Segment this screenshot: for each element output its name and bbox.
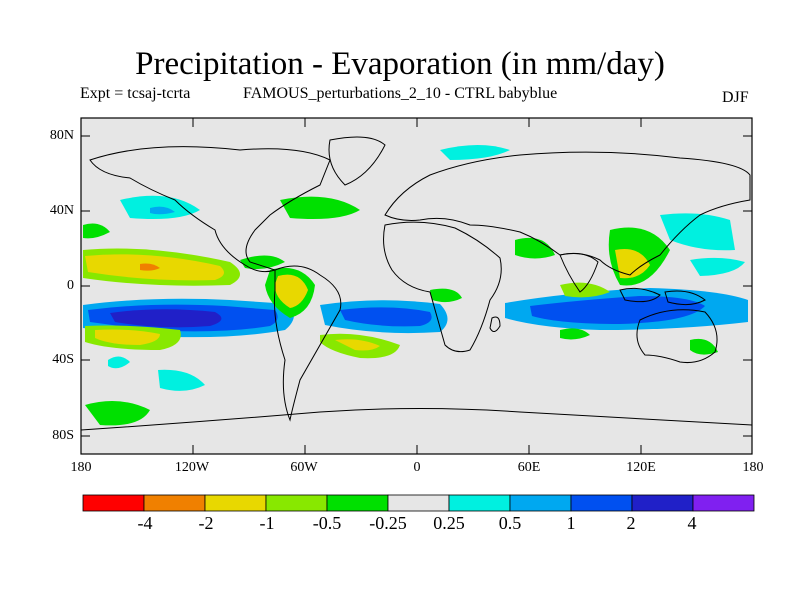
lat-label-0: 0 xyxy=(67,278,74,293)
colorbar-label: 0.5 xyxy=(498,513,522,533)
colorbar-swatch xyxy=(265,494,328,512)
contour-fill xyxy=(108,356,130,369)
precip-contours xyxy=(83,145,748,426)
colorbar xyxy=(82,494,755,512)
colorbar-label: 4 xyxy=(687,513,697,533)
lon-label-180w: 180 xyxy=(70,460,92,475)
colorbar-swatch xyxy=(326,494,389,512)
colorbar-label: 1 xyxy=(566,513,576,533)
lon-label-0: 0 xyxy=(413,460,421,475)
colorbar-swatch xyxy=(631,494,694,512)
continent-eurasia xyxy=(384,151,751,276)
lat-label-80s: 80S xyxy=(52,428,74,443)
contour-fill xyxy=(515,237,555,259)
colorbar-swatch xyxy=(509,494,572,512)
colorbar-swatch xyxy=(692,494,755,512)
contour-fill xyxy=(560,328,590,340)
lon-label-60e: 60E xyxy=(517,460,541,475)
colorbar-swatch xyxy=(82,494,145,512)
continent-africa xyxy=(383,221,502,353)
lon-label-120e: 120E xyxy=(626,460,656,475)
contour-fill xyxy=(340,307,432,327)
colorbar-label: -0.5 xyxy=(312,513,342,533)
lat-label-40s: 40S xyxy=(52,352,74,367)
contour-fill xyxy=(660,213,735,251)
colorbar-label: 2 xyxy=(626,513,636,533)
contour-fill xyxy=(274,274,308,308)
contour-fill xyxy=(83,223,110,239)
contour-fill xyxy=(615,249,650,279)
colorbar-label: -2 xyxy=(198,513,214,533)
contour-fill xyxy=(430,288,462,303)
colorbar-swatch xyxy=(387,494,450,512)
colorbar-label: -0.25 xyxy=(369,513,407,533)
colorbar-label: 0.25 xyxy=(433,513,465,533)
map-background xyxy=(81,118,752,454)
contour-fill xyxy=(690,338,718,355)
continent-greenland xyxy=(328,136,386,186)
contour-fill xyxy=(85,401,150,426)
colorbar-swatch xyxy=(143,494,206,512)
contour-fill xyxy=(440,145,510,160)
island-madagascar xyxy=(489,316,501,332)
contour-fill xyxy=(150,206,175,215)
continent-india xyxy=(559,253,599,293)
islands-indonesia xyxy=(619,287,706,306)
colorbar-label: -4 xyxy=(137,513,153,533)
lon-label-60w: 60W xyxy=(290,460,318,475)
coastlines xyxy=(80,136,753,431)
contour-fill xyxy=(280,196,360,219)
colorbar-swatch xyxy=(204,494,267,512)
continent-australia xyxy=(636,309,718,363)
season-label: DJF xyxy=(722,89,749,106)
experiment-label: Expt = tcsaj-tcrta xyxy=(80,85,191,102)
contour-fill xyxy=(140,263,160,271)
contour-fill xyxy=(95,329,160,345)
contour-fill xyxy=(690,257,745,276)
lon-label-120w: 120W xyxy=(174,460,210,475)
continent-south-america xyxy=(273,265,342,422)
colorbar-label: -1 xyxy=(259,513,275,533)
lon-ticks xyxy=(192,118,642,454)
contour-fill xyxy=(530,296,705,324)
dataset-label: FAMOUS_perturbations_2_10 - CTRL babyblu… xyxy=(243,85,558,102)
contour-fill xyxy=(560,282,610,298)
chart-title: Precipitation - Evaporation (in mm/day) xyxy=(135,46,665,82)
colorbar-swatch xyxy=(570,494,633,512)
contour-fill xyxy=(335,339,380,351)
lat-label-40n: 40N xyxy=(49,203,74,218)
contour-fill xyxy=(240,255,285,270)
lat-ticks xyxy=(81,135,752,437)
lat-label-80n: 80N xyxy=(49,128,74,143)
continent-antarctica xyxy=(80,408,753,431)
contour-fill xyxy=(110,309,222,328)
lon-label-180e: 180 xyxy=(742,460,764,475)
colorbar-swatch xyxy=(448,494,511,512)
contour-fill xyxy=(158,369,205,391)
